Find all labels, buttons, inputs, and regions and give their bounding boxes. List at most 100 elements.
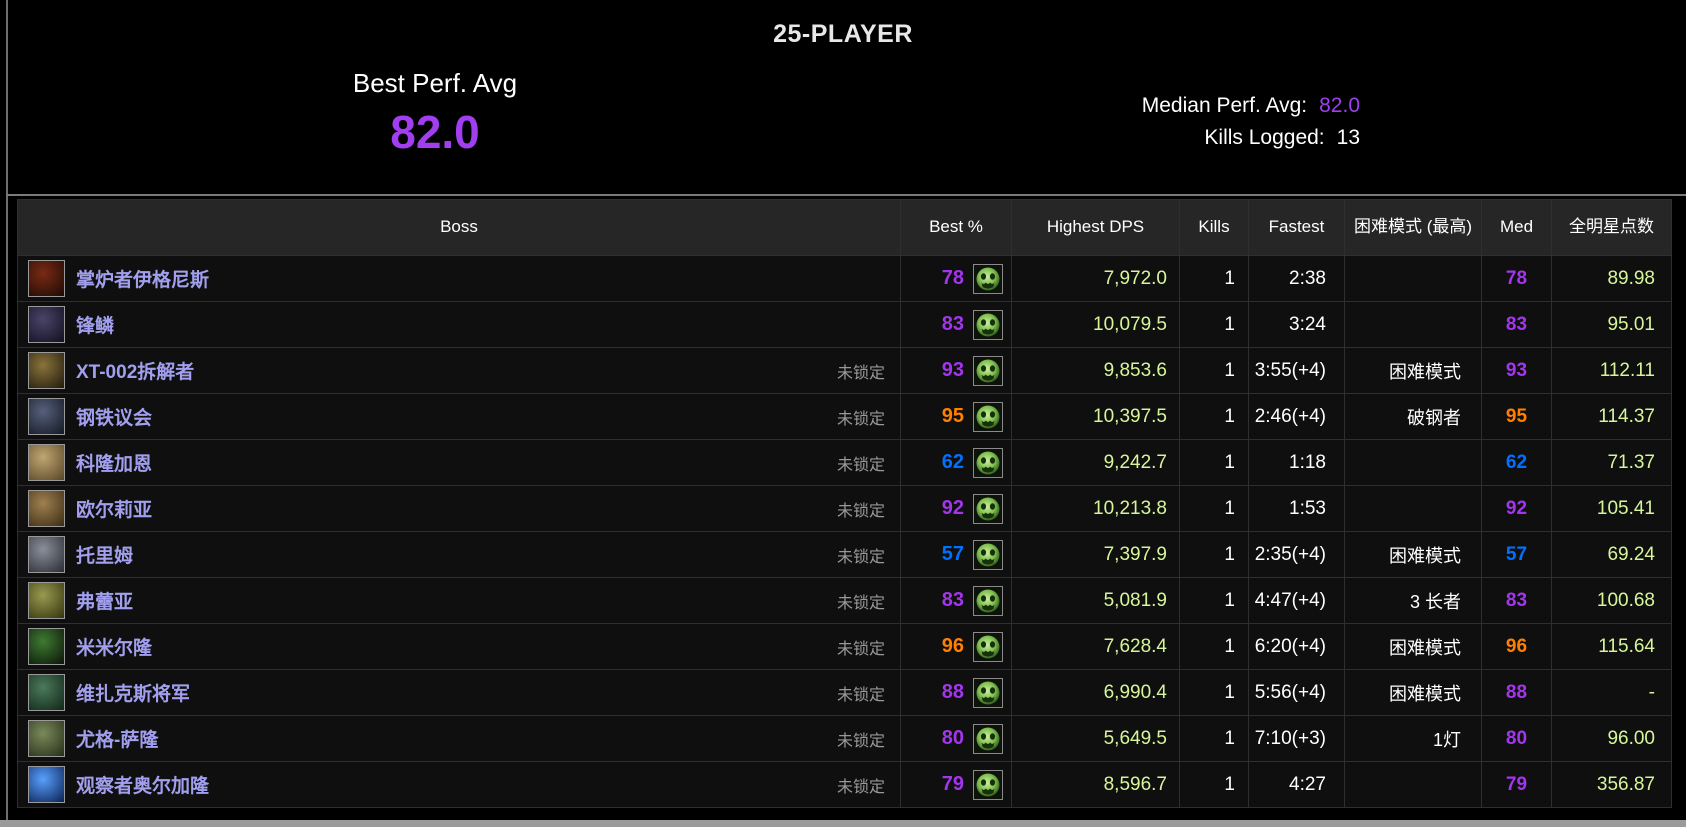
boss-name-link[interactable]: 弗蕾亚 [76, 592, 134, 613]
highest-dps-value: 8,596.7 [1011, 761, 1180, 808]
best-pct-value[interactable]: 93 [941, 359, 964, 381]
best-pct-value[interactable]: 96 [941, 635, 964, 657]
hard-mode-value [1344, 439, 1482, 486]
best-pct-value[interactable]: 88 [941, 681, 964, 703]
kills-value: 1 [1179, 715, 1249, 762]
boss-table-body: 掌炉者伊格尼斯 未锁定 78 [17, 255, 1672, 808]
column-header-best-pct[interactable]: Best % [900, 199, 1012, 256]
median-pct-value: 83 [1481, 301, 1552, 348]
kills-value: 1 [1179, 761, 1249, 808]
hard-mode-value: 3 长者 [1344, 577, 1482, 624]
median-pct-value: 95 [1481, 393, 1552, 440]
allstar-points-value[interactable]: 112.11 [1551, 347, 1672, 394]
column-header-fastest[interactable]: Fastest [1248, 199, 1345, 256]
best-pct-value[interactable]: 95 [941, 405, 964, 427]
best-pct-value[interactable]: 83 [941, 313, 964, 335]
table-row: 掌炉者伊格尼斯 未锁定 78 [17, 255, 1672, 302]
best-perf-label: Best Perf. Avg [352, 68, 518, 98]
boss-name-link[interactable]: 尤格-萨隆 [76, 730, 159, 751]
best-pct-value[interactable]: 83 [941, 589, 964, 611]
boss-name-link[interactable]: XT-002拆解者 [76, 362, 195, 383]
highest-dps-value: 5,081.9 [1011, 577, 1180, 624]
boss-name-link[interactable]: 锋鳞 [76, 316, 115, 337]
boss-portrait-icon[interactable] [28, 398, 65, 435]
boss-name-link[interactable]: 科隆加恩 [76, 454, 153, 475]
column-header-boss[interactable]: Boss [17, 199, 901, 256]
best-pct-value[interactable]: 62 [941, 451, 964, 473]
hard-mode-value: 困难模式 [1344, 531, 1482, 578]
boss-portrait-icon[interactable] [28, 766, 65, 803]
allstar-points-value[interactable]: 71.37 [1551, 439, 1672, 486]
green-skull-spec-icon [973, 539, 1003, 570]
hard-mode-value [1344, 301, 1482, 348]
kills-value: 1 [1179, 531, 1249, 578]
table-row: 弗蕾亚 未锁定 83 [17, 577, 1672, 624]
median-perf-row: Median Perf. Avg: 82.0 [1142, 90, 1360, 122]
boss-name-link[interactable]: 掌炉者伊格尼斯 [76, 270, 210, 291]
best-pct-value[interactable]: 79 [941, 773, 964, 795]
table-row: XT-002拆解者 未锁定 93 [17, 347, 1672, 394]
column-header-hard-mode[interactable]: 困难模式 (最高) [1344, 199, 1482, 256]
allstar-points-value[interactable]: 115.64 [1551, 623, 1672, 670]
allstar-points-value[interactable]: 100.68 [1551, 577, 1672, 624]
boss-name-link[interactable]: 托里姆 [76, 546, 134, 567]
boss-portrait-icon[interactable] [28, 582, 65, 619]
boss-portrait-icon[interactable] [28, 352, 65, 389]
best-pct-value[interactable]: 80 [941, 727, 964, 749]
best-pct-value[interactable]: 57 [941, 543, 964, 565]
allstar-points-value[interactable]: 114.37 [1551, 393, 1672, 440]
green-skull-spec-icon [973, 493, 1003, 524]
kills-value: 1 [1179, 669, 1249, 716]
kills-value: 1 [1179, 439, 1249, 486]
boss-name-link[interactable]: 维扎克斯将军 [76, 684, 191, 705]
allstar-points-value[interactable]: 96.00 [1551, 715, 1672, 762]
allstar-points-value[interactable]: 105.41 [1551, 485, 1672, 532]
best-pct-value[interactable]: 92 [941, 497, 964, 519]
kills-value: 1 [1179, 301, 1249, 348]
boss-name-link[interactable]: 米米尔隆 [76, 638, 153, 659]
median-pct-value: 62 [1481, 439, 1552, 486]
kills-value: 1 [1179, 347, 1249, 394]
green-skull-spec-icon [973, 309, 1003, 340]
column-header-kills[interactable]: Kills [1179, 199, 1249, 256]
column-header-med[interactable]: Med [1481, 199, 1552, 256]
fastest-time-value: 3:55(+4) [1248, 347, 1345, 394]
highest-dps-value: 9,853.6 [1011, 347, 1180, 394]
hard-mode-value: 1灯 [1344, 715, 1482, 762]
allstar-points-value[interactable]: - [1551, 669, 1672, 716]
allstar-points-value[interactable]: 95.01 [1551, 301, 1672, 348]
green-skull-spec-icon [973, 677, 1003, 708]
allstar-points-value[interactable]: 69.24 [1551, 531, 1672, 578]
best-perf-value: 82.0 [390, 106, 480, 158]
hard-mode-value: 破钢者 [1344, 393, 1482, 440]
boss-name-link[interactable]: 观察者奥尔加隆 [76, 776, 210, 797]
allstar-points-value[interactable]: 356.87 [1551, 761, 1672, 808]
boss-rankings-table: Boss Best % Highest DPS Kills Fastest 困难… [17, 199, 1672, 808]
boss-portrait-icon[interactable] [28, 444, 65, 481]
unlocked-label: 未锁定 [836, 686, 885, 704]
boss-name-link[interactable]: 欧尔莉亚 [76, 500, 153, 521]
table-row: 钢铁议会 未锁定 95 [17, 393, 1672, 440]
boss-portrait-icon[interactable] [28, 536, 65, 573]
boss-portrait-icon[interactable] [28, 490, 65, 527]
column-header-allstar-points[interactable]: 全明星点数 [1551, 199, 1672, 256]
table-header-row: Boss Best % Highest DPS Kills Fastest 困难… [17, 199, 1672, 256]
best-pct-value[interactable]: 78 [941, 267, 964, 289]
boss-portrait-icon[interactable] [28, 674, 65, 711]
green-skull-spec-icon [973, 769, 1003, 800]
median-pct-value: 92 [1481, 485, 1552, 532]
highest-dps-value: 7,972.0 [1011, 255, 1180, 302]
fastest-time-value: 4:47(+4) [1248, 577, 1345, 624]
boss-portrait-icon[interactable] [28, 260, 65, 297]
allstar-points-value[interactable]: 89.98 [1551, 255, 1672, 302]
boss-portrait-icon[interactable] [28, 720, 65, 757]
table-row: 尤格-萨隆 未锁定 80 [17, 715, 1672, 762]
median-pct-value: 80 [1481, 715, 1552, 762]
boss-portrait-icon[interactable] [28, 306, 65, 343]
hard-mode-value: 困难模式 [1344, 347, 1482, 394]
kills-value: 1 [1179, 485, 1249, 532]
green-skull-spec-icon [973, 355, 1003, 386]
boss-name-link[interactable]: 钢铁议会 [76, 408, 153, 429]
column-header-highest-dps[interactable]: Highest DPS [1011, 199, 1180, 256]
boss-portrait-icon[interactable] [28, 628, 65, 665]
